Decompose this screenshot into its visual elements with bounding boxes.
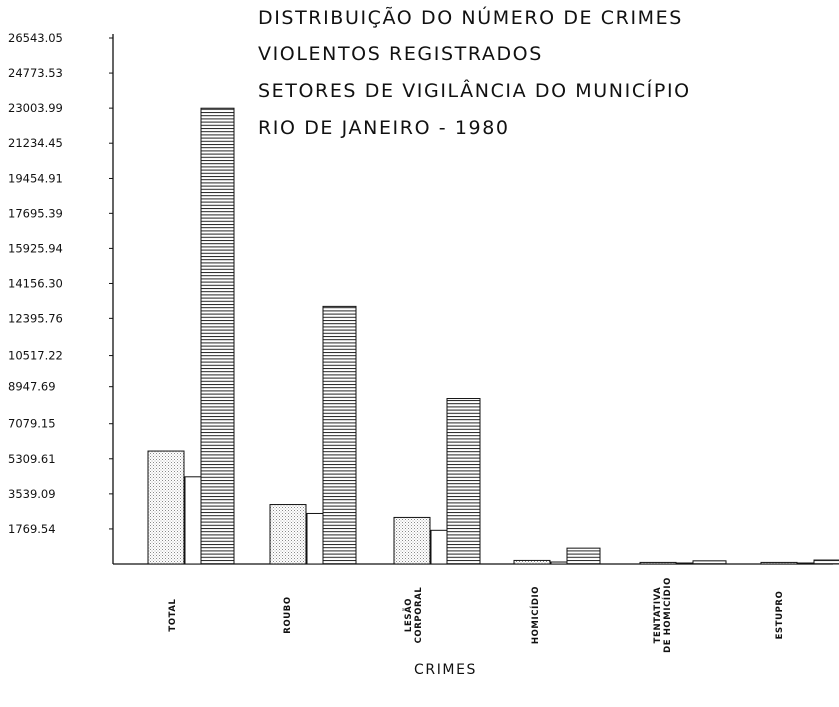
category-label: ROUBO [283, 596, 293, 633]
y-tick-label: 26543.05 [8, 31, 63, 45]
bar-plain [550, 561, 570, 565]
bar-dotted [147, 450, 185, 565]
bar-plain [184, 476, 204, 565]
bar-plain [430, 529, 450, 565]
y-axis-ticks: 1769.54 3539.09 5309.61 7079.15 8947.69 10517… [8, 31, 113, 536]
bar-dotted [760, 561, 798, 565]
y-tick-label: 23003.99 [8, 101, 63, 115]
category-labels: TOTAL ROUBO LESÃO CORPORAL HOMICÍDIO TENTATIV… [168, 577, 785, 653]
title-line-2: VIOLENTOS REGISTRADOS [258, 43, 543, 65]
bar-horizontal-lines [813, 559, 839, 565]
bars [147, 107, 839, 565]
y-tick-label: 24773.53 [8, 66, 63, 80]
y-tick-label: 21234.45 [8, 136, 63, 150]
bar-dotted [393, 516, 431, 565]
category-label: TOTAL [168, 598, 178, 631]
category-label: TENTATIVA DE HOMICÍDIO [653, 577, 673, 653]
bar-dotted [513, 559, 551, 565]
x-axis-title: CRIMES [414, 662, 478, 678]
category-label-line: ESTUPRO [775, 591, 785, 640]
bar-horizontal-lines [566, 547, 601, 565]
category-label-line: ROUBO [283, 596, 293, 633]
y-tick-label: 10517.22 [8, 349, 63, 363]
y-tick-label: 8947.69 [8, 380, 56, 394]
bar-horizontal-lines [446, 398, 481, 565]
bar-dotted [639, 561, 677, 565]
category-label-line: LESÃO [403, 598, 414, 632]
y-tick-label: 1769.54 [8, 522, 56, 536]
bar-horizontal-lines [322, 305, 357, 565]
y-tick-label: 3539.09 [8, 487, 56, 501]
y-tick-label: 14156.30 [8, 276, 63, 290]
bar-plain [306, 512, 326, 565]
category-label-line: DE HOMICÍDIO [661, 577, 673, 653]
category-label-line: CORPORAL [414, 587, 424, 644]
category-label-line: TENTATIVA [653, 587, 663, 644]
bar-plain [797, 562, 817, 565]
y-tick-label: 12395.76 [8, 311, 63, 325]
category-label-line: TOTAL [168, 598, 178, 631]
title-line-3: SETORES DE VIGILÂNCIA DO MUNICÍPIO [258, 80, 691, 102]
y-tick-label: 19454.91 [8, 171, 63, 185]
category-label-line: HOMICÍDIO [529, 586, 541, 644]
y-tick-label: 17695.39 [8, 206, 63, 220]
y-tick-label: 5309.61 [8, 452, 56, 466]
title-line-4: RIO DE JANEIRO - 1980 [258, 117, 510, 139]
y-tick-label: 7079.15 [8, 417, 56, 431]
category-label: HOMICÍDIO [529, 586, 541, 644]
bar-horizontal-lines [200, 107, 235, 565]
bar-horizontal-lines [692, 560, 727, 565]
y-tick-label: 15925.94 [8, 241, 63, 255]
bar-dotted [269, 504, 307, 565]
title-line-1: DISTRIBUIÇÃO DO NÚMERO DE CRIMES [258, 7, 683, 29]
category-label: ESTUPRO [775, 591, 785, 640]
bar-plain [676, 562, 696, 565]
category-label: LESÃO CORPORAL [403, 587, 424, 644]
